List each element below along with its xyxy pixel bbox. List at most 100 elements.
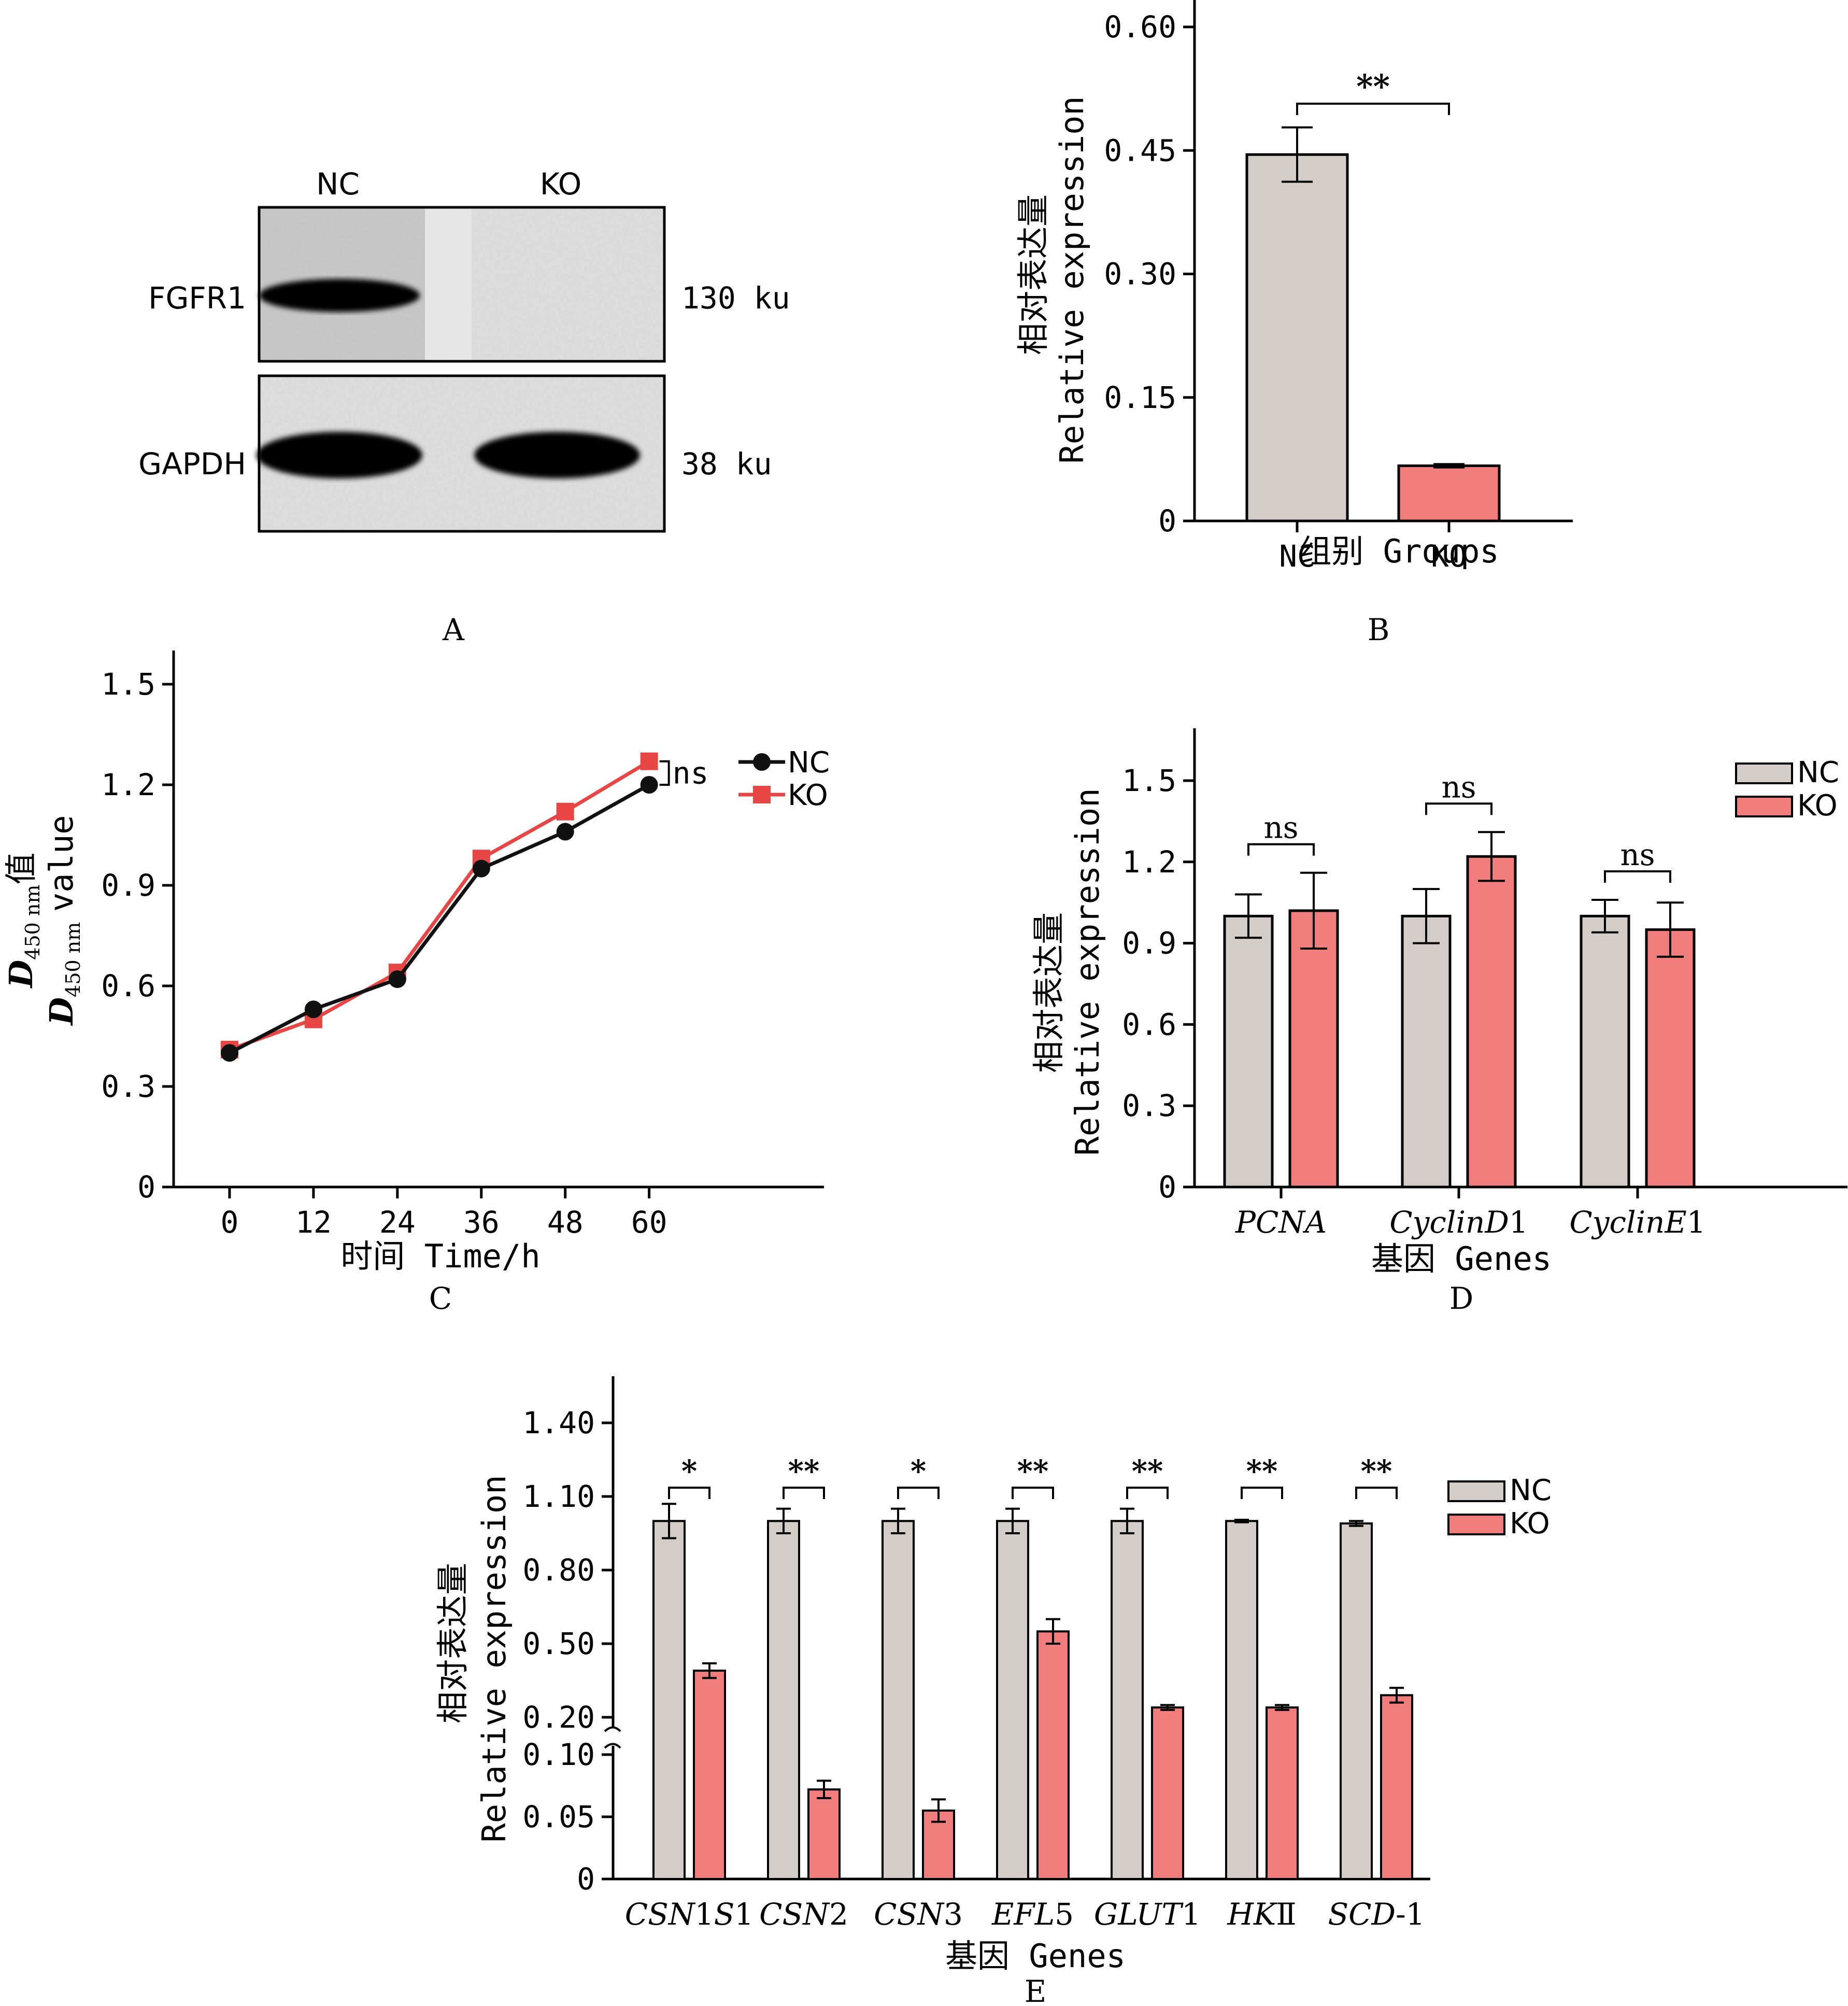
significance-bracket: ** — [1126, 1453, 1169, 1499]
panel-label-c: C — [429, 1281, 452, 1316]
significance-label: ns — [1620, 837, 1655, 872]
significance-bracket: ns — [1425, 769, 1492, 815]
bar-ko — [693, 1670, 726, 1880]
x-tick-label: CyclinD1 — [1389, 1205, 1528, 1240]
bar-nc — [652, 1520, 686, 1880]
significance-label: ** — [1017, 1453, 1049, 1489]
bar-nc — [996, 1520, 1029, 1880]
x-tick-label: 48 — [547, 1205, 584, 1240]
legend-label: NC — [788, 746, 830, 780]
axis-break-mark — [604, 1726, 621, 1732]
panel-label-e: E — [1025, 1974, 1046, 2006]
significance-label: ** — [1132, 1453, 1163, 1489]
bar-ko — [807, 1788, 841, 1880]
significance-bracket: ** — [1355, 1453, 1398, 1499]
band-gapdh-ko — [474, 432, 640, 478]
panel-a-western-blot: NC KO FGFR1 130 ku GAPDH 38 ku A — [138, 166, 790, 647]
bar-ko — [1380, 1694, 1413, 1880]
y-tick-label: 0.20 — [522, 1700, 595, 1735]
data-point-nc — [304, 1000, 322, 1019]
bar-nc — [1245, 153, 1349, 522]
error-bar — [1234, 1518, 1249, 1523]
panel-e-ylabel-cn: 相对表达量 — [434, 1563, 472, 1724]
error-bar — [1235, 893, 1262, 939]
error-bar — [1300, 871, 1327, 950]
bar-ko — [1288, 909, 1339, 1189]
y-tick-label: 1.5 — [1122, 763, 1176, 798]
significance-label: * — [911, 1453, 926, 1489]
error-bar — [817, 1779, 831, 1799]
bar-ko — [1397, 464, 1501, 522]
bar-nc — [1340, 1522, 1373, 1880]
significance-label: ** — [788, 1453, 820, 1489]
data-point-nc — [220, 1044, 238, 1062]
y-tick-label: 0.9 — [101, 868, 155, 903]
panel-e-ylabel-en: Relative expression — [475, 1475, 513, 1842]
bar-ko — [1266, 1706, 1299, 1880]
significance-label: ** — [1246, 1453, 1278, 1489]
y-tick-label: 0.30 — [1104, 257, 1176, 292]
significance-bracket: ** — [783, 1453, 825, 1499]
significance-label: ns — [1441, 769, 1476, 804]
axis-break-mark — [604, 1743, 621, 1749]
y-tick-label: 0.10 — [522, 1737, 595, 1772]
legend-swatch — [1447, 1514, 1505, 1535]
panel-c-xlabel: 时间 Time/h — [340, 1237, 540, 1275]
bar-ko — [1151, 1706, 1184, 1880]
error-bar — [1433, 463, 1465, 469]
lane-label-ko: KO — [540, 166, 582, 202]
y-tick-label: 1.5 — [101, 667, 155, 702]
significance-label: ** — [1361, 1453, 1392, 1489]
legend-swatch — [1735, 796, 1793, 817]
y-tick-label: 1.2 — [101, 767, 155, 802]
error-bar — [1591, 898, 1618, 934]
panel-b-ylabel-en: Relative expression — [1053, 96, 1091, 463]
bar-nc — [1580, 914, 1630, 1189]
panel-label-a: A — [442, 612, 465, 647]
panel-label-d: D — [1449, 1281, 1474, 1316]
significance-label: ns — [673, 755, 709, 790]
panel-c-axes: 0 0.3 0.6 0.9 1.2 1.5 0 12 24 36 48 60 — [101, 651, 824, 1240]
x-tick-label: CyclinE1 — [1569, 1205, 1705, 1240]
error-bar — [1478, 831, 1505, 882]
error-bar — [1046, 1618, 1060, 1645]
error-bar — [1413, 888, 1440, 944]
x-tick-label: 60 — [631, 1205, 667, 1240]
y-tick-label: 0.80 — [522, 1552, 595, 1588]
x-tick-label: 0 — [220, 1205, 238, 1240]
bar-ko — [1466, 855, 1517, 1189]
x-tick-label: NC — [1279, 539, 1315, 574]
y-tick-label: 0.60 — [1104, 9, 1176, 45]
panel-b-ylabel-cn: 相对表达量 — [1014, 194, 1052, 355]
band-fgfr1-nc — [259, 279, 420, 312]
error-bar — [1389, 1687, 1404, 1704]
legend-label: NC — [1510, 1474, 1552, 1507]
y-tick-label: 0.6 — [1122, 1007, 1176, 1042]
significance-bracket: ns — [1247, 810, 1315, 856]
band-label-gapdh: GAPDH — [138, 446, 246, 482]
panel-b-xlabel: 组别 Groups — [1299, 532, 1499, 570]
x-tick-label: CSN1S1 — [625, 1897, 754, 1932]
significance-label: ns — [1263, 810, 1298, 845]
data-point-ko — [640, 752, 658, 770]
panel-b-axes: 0 0.15 0.30 0.45 0.60 NC KO — [1104, 0, 1573, 574]
error-bar — [1349, 1520, 1363, 1527]
bar-nc — [1223, 914, 1274, 1189]
x-tick-label: GLUT1 — [1094, 1897, 1201, 1932]
bar-nc — [1111, 1520, 1144, 1880]
y-tick-label: 0 — [577, 1861, 595, 1897]
error-bar — [1657, 901, 1684, 958]
y-tick-label: 0.05 — [522, 1799, 595, 1834]
y-tick-label: 0.15 — [1104, 380, 1176, 415]
bar-nc — [1225, 1520, 1258, 1880]
panel-b-bars: ** — [1245, 67, 1501, 522]
panel-c-ylabel-1: D450 nm值 — [2, 853, 44, 989]
legend-marker — [753, 753, 771, 771]
legend-label: NC — [1797, 756, 1839, 789]
significance-bracket: ns — [1604, 837, 1671, 883]
significance-label: ** — [1356, 67, 1390, 105]
